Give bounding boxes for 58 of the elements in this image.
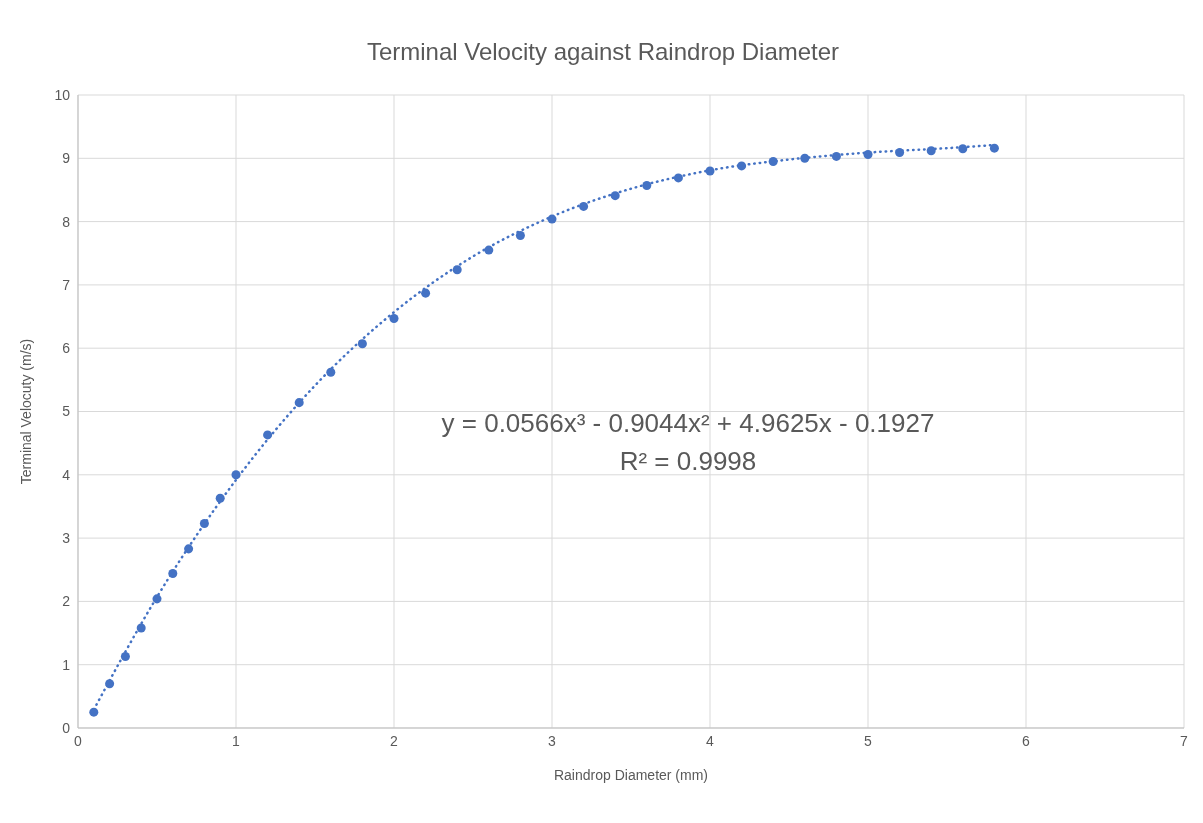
y-tick-label: 0 [62, 719, 71, 736]
y-tick-label: 7 [62, 276, 71, 293]
y-tick-label: 9 [62, 150, 71, 167]
point [421, 288, 431, 298]
point [452, 265, 462, 275]
point [326, 367, 336, 377]
point [136, 623, 146, 633]
point [199, 519, 209, 529]
point [895, 148, 905, 158]
x-tick-label: 6 [1022, 732, 1031, 749]
y-tick-label: 5 [62, 403, 71, 420]
point [579, 201, 589, 211]
point [152, 594, 162, 604]
point [484, 245, 494, 255]
point [989, 143, 999, 153]
x-tick-label: 0 [74, 732, 83, 749]
point [831, 151, 841, 161]
x-tick-label: 5 [864, 732, 873, 749]
chart-title: Terminal Velocity against Raindrop Diameter [365, 38, 841, 66]
point [89, 707, 99, 717]
point [673, 173, 683, 183]
annotation: R² = 0.9998 [618, 446, 758, 477]
y-axis-title: Terminal Velocuty (m/s) [17, 338, 34, 485]
point [642, 181, 652, 191]
x-tick-label: 3 [548, 732, 557, 749]
y-tick-label: 1 [62, 656, 71, 673]
point [389, 313, 399, 323]
point [263, 430, 273, 440]
point [231, 470, 241, 480]
y-tick-label: 8 [62, 213, 71, 230]
point [515, 231, 525, 241]
annotation: y = 0.0566x³ - 0.9044x² + 4.9625x - 0.1927 [440, 408, 936, 439]
point [737, 161, 747, 171]
point [705, 166, 715, 176]
point [215, 493, 225, 503]
point [294, 398, 304, 408]
y-tick-label: 10 [54, 86, 71, 103]
y-tick-label: 6 [62, 340, 71, 357]
point [357, 339, 367, 349]
y-tick-label: 3 [62, 530, 71, 547]
point [120, 651, 130, 661]
point [926, 146, 936, 156]
point [184, 544, 194, 554]
x-tick-label: 2 [390, 732, 399, 749]
point [168, 569, 178, 579]
x-tick-label: 4 [706, 732, 715, 749]
point [800, 153, 810, 163]
y-tick-label: 2 [62, 593, 71, 610]
x-axis-title: Raindrop Diameter (mm) [553, 767, 709, 783]
x-tick-label: 7 [1180, 732, 1189, 749]
point [610, 191, 620, 201]
point [958, 144, 968, 154]
point [768, 156, 778, 166]
x-tick-label: 1 [232, 732, 241, 749]
point [863, 150, 873, 160]
point [105, 679, 115, 689]
y-tick-label: 4 [62, 466, 71, 483]
point [547, 214, 557, 224]
